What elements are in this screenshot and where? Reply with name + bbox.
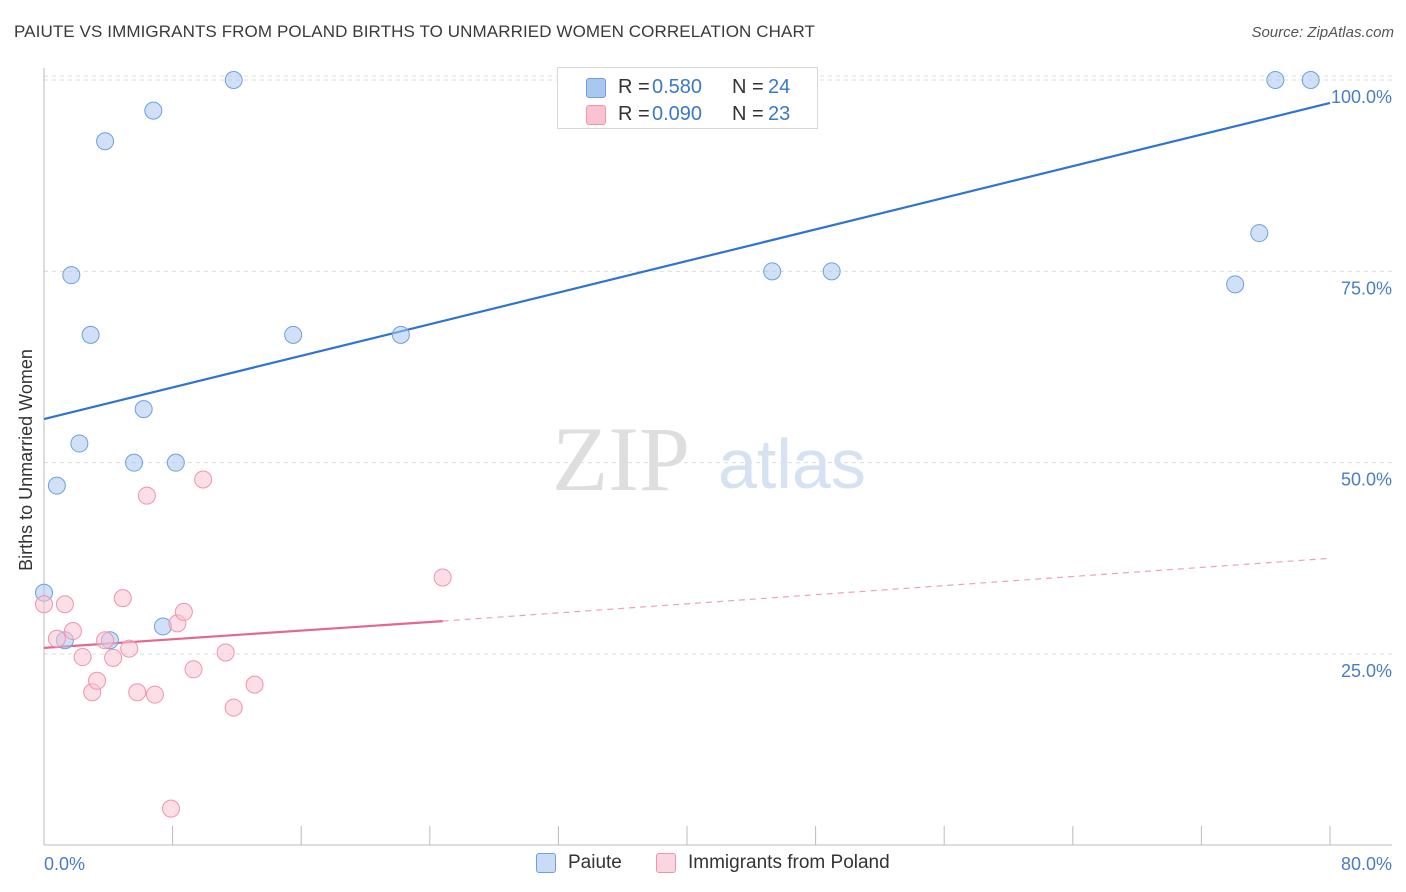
point-paiute: [81, 325, 100, 344]
point-poland: [73, 648, 92, 667]
point-poland: [96, 631, 115, 650]
point-paiute: [134, 400, 153, 419]
y-tick-label: 25.0%: [1341, 661, 1392, 681]
n-label: N =: [732, 76, 764, 98]
point-poland: [137, 486, 156, 505]
r-value: 0.090: [652, 103, 703, 125]
watermark: ZIP atlas: [552, 408, 866, 510]
point-poland: [113, 589, 132, 608]
point-poland: [128, 683, 147, 702]
r-label: R =: [618, 76, 650, 98]
y-tick-label: 50.0%: [1341, 470, 1392, 490]
point-paiute: [822, 262, 841, 281]
point-poland: [145, 685, 164, 704]
point-paiute: [96, 132, 115, 151]
point-paiute: [1301, 71, 1320, 89]
watermark-atlas: atlas: [718, 425, 866, 503]
legend-label-poland: Immigrants from Poland: [688, 852, 890, 873]
point-poland: [88, 671, 107, 690]
point-poland: [63, 622, 82, 641]
tick-labels: 25.0% 50.0% 75.0% 100.0% 0.0% 80.0%: [44, 87, 1392, 874]
source-label: Source: ZipAtlas.com: [1251, 24, 1394, 41]
trend-lines: [43, 101, 1331, 649]
point-paiute: [1250, 224, 1269, 243]
n-value: 23: [768, 103, 791, 125]
x-tick-label: 80.0%: [1341, 854, 1392, 874]
point-poland: [184, 660, 203, 679]
y-tick-label: 75.0%: [1341, 278, 1392, 298]
point-paiute: [47, 476, 66, 495]
stats-legend: R = 0.580 N = 24 R = 0.090 N = 23: [557, 67, 818, 129]
trend-line-paiute: [43, 101, 1331, 421]
legend-swatch-paiute: [586, 78, 606, 98]
point-poland: [35, 595, 53, 614]
point-paiute: [224, 71, 243, 89]
legend-swatch-poland: [586, 105, 606, 125]
n-value: 24: [768, 76, 791, 98]
point-poland: [194, 470, 213, 489]
point-poland: [104, 648, 123, 667]
point-paiute: [1226, 275, 1245, 294]
point-paiute: [144, 101, 163, 120]
point-poland: [224, 698, 243, 717]
y-axis-label: Births to Unmarried Women: [16, 349, 36, 571]
y-tick-label: 100.0%: [1331, 87, 1392, 107]
point-poland: [47, 629, 66, 648]
point-poland: [55, 595, 74, 614]
legend-label-paiute: Paiute: [568, 852, 622, 873]
point-paiute: [763, 262, 782, 281]
n-label: N =: [732, 103, 764, 125]
legend-swatch-poland: [656, 853, 676, 873]
series-legend: Paiute Immigrants from Poland: [0, 852, 1406, 878]
point-poland: [174, 602, 193, 621]
point-paiute: [62, 266, 81, 285]
point-poland: [161, 799, 180, 818]
point-poland: [120, 639, 139, 658]
point-paiute: [1266, 71, 1285, 89]
x-tick-label: 0.0%: [44, 854, 85, 874]
r-label: R =: [618, 103, 650, 125]
point-paiute: [70, 434, 89, 453]
chart-title: PAIUTE VS IMMIGRANTS FROM POLAND BIRTHS …: [14, 22, 816, 41]
point-paiute: [284, 325, 303, 344]
r-value: 0.580: [652, 76, 703, 98]
point-poland: [216, 643, 235, 662]
axes: [43, 68, 1392, 846]
grid-lines: [44, 75, 1392, 655]
point-poland: [245, 675, 264, 694]
point-poland: [433, 568, 452, 587]
point-paiute: [166, 453, 185, 472]
trend-line-poland-extension: [442, 557, 1331, 622]
legend-swatch-paiute: [536, 853, 556, 873]
point-paiute: [125, 453, 144, 472]
watermark-zip: ZIP: [552, 408, 690, 510]
point-paiute: [391, 325, 410, 344]
